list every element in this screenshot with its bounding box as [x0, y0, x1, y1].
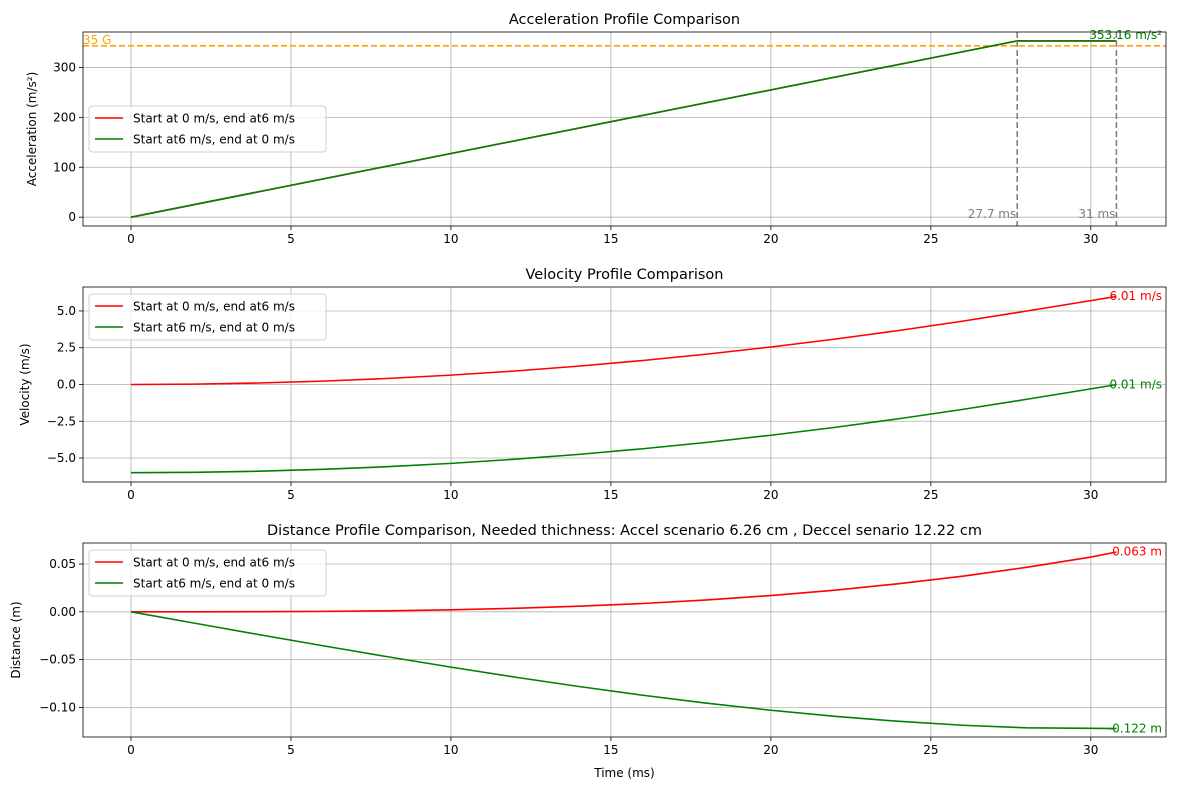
- x-tick-label: 10: [443, 743, 458, 757]
- x-tick-label: 0: [127, 232, 135, 246]
- subplot-3: 0 5 10 15 20 25 30 −0.10 −0.05 0.00 0.05 0.063 m -0.…: [9, 523, 1167, 780]
- subplot-title: Distance Profile Comparison, Needed thic…: [267, 523, 982, 539]
- legend-entry: Start at 0 m/s, end at6 m/s: [133, 556, 295, 570]
- y-tick-label: −2.5: [47, 414, 76, 428]
- x-tick-label: 25: [923, 488, 938, 502]
- x-tick-label: 20: [763, 232, 778, 246]
- y-tick-label: 5.0: [57, 304, 76, 318]
- y-tick-label: −5.0: [47, 451, 76, 465]
- x-tick-label: 30: [1083, 743, 1098, 757]
- x-tick-label: 15: [603, 232, 618, 246]
- legend-box: [88, 293, 327, 341]
- y-tick-label: 2.5: [57, 341, 76, 355]
- axes-frame: [82, 31, 1167, 227]
- plot-area: [83, 32, 1166, 226]
- x-tick-label: 10: [443, 232, 458, 246]
- series-line-green: [130, 40, 1117, 218]
- x-tick-label: 20: [763, 488, 778, 502]
- axes-frame: [82, 286, 1167, 483]
- x-tick-label: 5: [287, 232, 295, 246]
- y-axis-label: Velocity (m/s): [18, 343, 32, 425]
- legend-box: [88, 105, 327, 153]
- x-tick-label: 0: [127, 488, 135, 502]
- x-tick-label: 25: [923, 232, 938, 246]
- legend: Start at 0 m/s, end at6 m/s Start at6 m/s…: [88, 293, 327, 341]
- marker-label: 31 ms: [1078, 207, 1115, 221]
- legend-entry: Start at6 m/s, end at 0 m/s: [133, 321, 295, 335]
- x-tick-label: 30: [1083, 488, 1098, 502]
- legend-entry: Start at6 m/s, end at 0 m/s: [133, 577, 295, 591]
- end-value-label: -0.122 m: [1108, 721, 1162, 735]
- series-line-green: [130, 383, 1117, 474]
- y-axis-label: Distance (m): [9, 601, 23, 678]
- y-axis-label: Acceleration (m/s²): [25, 72, 39, 187]
- y-tick-label: 100: [53, 160, 76, 174]
- legend-entry: Start at6 m/s, end at 0 m/s: [133, 133, 295, 147]
- legend-box: [88, 549, 327, 597]
- y-tick-label: 0.00: [49, 605, 76, 619]
- marker-label: 27.7 ms: [968, 207, 1016, 221]
- subplot-title: Velocity Profile Comparison: [525, 267, 723, 283]
- x-axis-label: Time (ms): [593, 766, 655, 780]
- y-tick-label: 0.0: [57, 378, 76, 392]
- subplot-title: Acceleration Profile Comparison: [509, 12, 740, 28]
- end-value-label: 353.16 m/s²: [1089, 28, 1162, 42]
- plot-area: [130, 295, 1117, 474]
- x-tick-label: 10: [443, 488, 458, 502]
- legend-entry: Start at 0 m/s, end at6 m/s: [133, 112, 295, 126]
- axes-frame: [82, 542, 1167, 738]
- x-tick-label: 0: [127, 743, 135, 757]
- end-value-label: 0.063 m: [1112, 545, 1162, 559]
- y-tick-label: 0: [68, 210, 76, 224]
- x-tick-label: 15: [603, 488, 618, 502]
- y-tick-label: 300: [53, 60, 76, 74]
- legend-entry: Start at 0 m/s, end at6 m/s: [133, 300, 295, 314]
- subplot-2: 0 5 10 15 20 25 30 −5.0 −2.5 0.0 2.5 5.0 6.01 m/s 0.0…: [18, 267, 1167, 502]
- x-tick-label: 20: [763, 743, 778, 757]
- end-value-label: 6.01 m/s: [1109, 289, 1162, 303]
- x-tick-label: 25: [923, 743, 938, 757]
- plot-area: [130, 551, 1117, 730]
- series-line-red: [130, 295, 1117, 386]
- x-tick-label: 15: [603, 743, 618, 757]
- legend: Start at 0 m/s, end at6 m/s Start at6 m/s…: [88, 549, 327, 597]
- x-tick-label: 5: [287, 488, 295, 502]
- legend: Start at 0 m/s, end at6 m/s Start at6 m/s…: [88, 105, 327, 153]
- threshold-label: 35 G: [83, 33, 111, 47]
- x-tick-label: 5: [287, 743, 295, 757]
- series-line-red: [130, 551, 1117, 613]
- x-tick-label: 30: [1083, 232, 1098, 246]
- y-tick-label: 200: [53, 110, 76, 124]
- y-tick-label: 0.05: [49, 557, 76, 571]
- end-value-label: 0.01 m/s: [1109, 377, 1162, 391]
- series-line-green: [130, 611, 1117, 730]
- y-tick-label: −0.10: [39, 700, 76, 714]
- y-tick-label: −0.05: [39, 653, 76, 667]
